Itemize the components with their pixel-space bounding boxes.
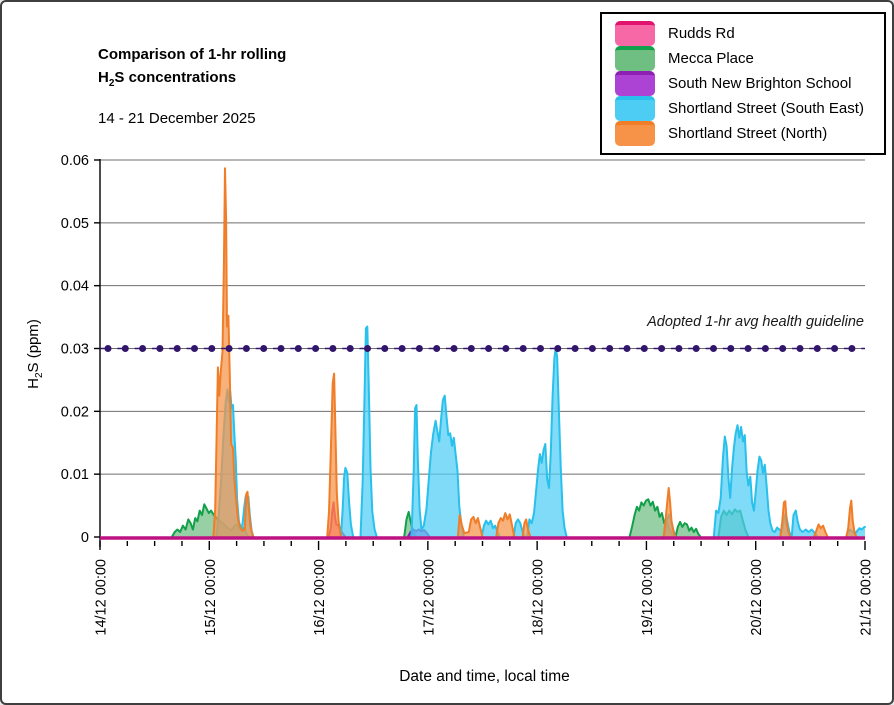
x-axis-title: Date and time, local time	[399, 668, 570, 685]
chart-title: Comparison of 1-hr rolling H2S concentra…	[98, 44, 286, 91]
chart-date-range: 14 - 21 December 2025	[98, 110, 256, 127]
legend-swatch-rudds-rd	[615, 21, 655, 46]
chart-title-line1: Comparison of 1-hr rolling	[98, 46, 287, 63]
y-axis-tick-labels: 0 0.01 0.02 0.03 0.04 0.05 0.06	[61, 153, 89, 546]
legend-swatch-shortland-street-south-east	[615, 96, 655, 121]
legend-swatch-shortland-street-north	[615, 121, 655, 146]
legend-item-south-new-brighton-school: South New Brighton School	[615, 71, 876, 96]
svg-text:17/12 00:00: 17/12 00:00	[421, 559, 437, 636]
legend-label-shortland-street-south-east: Shortland Street (South East)	[668, 100, 864, 117]
svg-text:14/12 00:00: 14/12 00:00	[94, 559, 110, 636]
health-guideline	[100, 345, 865, 352]
svg-text:20/12 00:00: 20/12 00:00	[749, 559, 765, 636]
guideline-label: Adopted 1-hr avg health guideline	[647, 314, 864, 330]
y-axis-title: H2S (ppm)	[25, 319, 45, 389]
legend-item-shortland-street-south-east: Shortland Street (South East)	[615, 96, 876, 121]
svg-text:16/12 00:00: 16/12 00:00	[312, 559, 328, 636]
legend-swatch-south-new-brighton-school	[615, 71, 655, 96]
svg-text:0: 0	[81, 530, 89, 546]
x-axis-tick-labels: 14/12 00:00 15/12 00:00 16/12 00:00 17/12 0…	[94, 559, 875, 636]
svg-text:19/12 00:00: 19/12 00:00	[640, 559, 656, 636]
legend-label-shortland-street-north: Shortland Street (North)	[668, 125, 828, 142]
legend-label-south-new-brighton-school: South New Brighton School	[668, 75, 852, 92]
svg-text:21/12 00:00: 21/12 00:00	[859, 559, 875, 636]
legend-label-mecca-place: Mecca Place	[668, 50, 754, 67]
y-axis	[94, 159, 101, 547]
legend-swatch-mecca-place	[615, 46, 655, 71]
legend-item-shortland-street-north: Shortland Street (North)	[615, 121, 876, 146]
svg-text:0.04: 0.04	[61, 279, 89, 295]
svg-text:0.01: 0.01	[61, 467, 89, 483]
legend-items: Rudds Rd Mecca Place South New Brighton Sc…	[615, 21, 876, 146]
legend-item-rudds-rd: Rudds Rd	[615, 21, 876, 46]
legend-label-rudds-rd: Rudds Rd	[668, 25, 735, 42]
svg-text:0.05: 0.05	[61, 216, 89, 232]
x-axis	[99, 541, 866, 550]
svg-text:18/12 00:00: 18/12 00:00	[531, 559, 547, 636]
series-shortland-street-south-east	[215, 325, 866, 538]
chart-title-line2: H2S concentrations	[98, 68, 237, 89]
legend: Rudds Rd Mecca Place South New Brighton Sc…	[600, 12, 886, 155]
svg-text:15/12 00:00: 15/12 00:00	[203, 559, 219, 636]
svg-text:0.02: 0.02	[61, 404, 89, 420]
svg-text:0.06: 0.06	[61, 153, 89, 169]
svg-text:0.03: 0.03	[61, 342, 89, 358]
legend-item-mecca-place: Mecca Place	[615, 46, 876, 71]
series-shortland-street-north	[212, 167, 858, 538]
